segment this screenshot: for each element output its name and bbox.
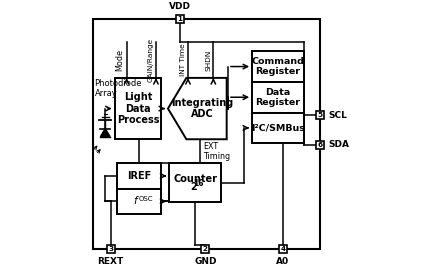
Bar xyxy=(279,245,287,253)
Text: 3: 3 xyxy=(108,246,113,252)
Polygon shape xyxy=(101,129,110,137)
Bar xyxy=(252,82,304,113)
Text: 16: 16 xyxy=(193,180,204,188)
Bar xyxy=(107,245,114,253)
Text: A0: A0 xyxy=(276,257,289,266)
Bar xyxy=(252,51,304,82)
Text: Light
Data
Process: Light Data Process xyxy=(117,92,159,125)
Text: SCL: SCL xyxy=(329,111,347,120)
Text: EXT
Timing: EXT Timing xyxy=(203,141,231,161)
Polygon shape xyxy=(168,78,227,139)
Bar xyxy=(316,141,324,149)
Text: REXT: REXT xyxy=(98,257,124,266)
Text: Photodiode
Array: Photodiode Array xyxy=(95,79,142,98)
Bar xyxy=(169,163,221,202)
Text: VDD: VDD xyxy=(169,2,191,11)
Text: 1: 1 xyxy=(178,16,182,22)
Text: OSC: OSC xyxy=(138,196,153,202)
Text: 5: 5 xyxy=(318,112,323,118)
Bar xyxy=(176,15,184,23)
Text: SHDN: SHDN xyxy=(205,49,211,70)
Text: GND: GND xyxy=(194,257,216,266)
Text: 2: 2 xyxy=(190,183,197,193)
Bar xyxy=(201,245,210,253)
Bar xyxy=(114,78,161,139)
Text: f: f xyxy=(133,196,137,206)
Text: Counter: Counter xyxy=(173,174,217,184)
Text: SDA: SDA xyxy=(329,140,349,149)
Bar xyxy=(117,189,161,214)
Text: Integrating
ADC: Integrating ADC xyxy=(171,98,233,119)
Bar xyxy=(93,19,320,249)
Text: 6: 6 xyxy=(318,141,323,148)
Text: INT Time: INT Time xyxy=(180,43,186,76)
Text: GAIN/Range: GAIN/Range xyxy=(148,38,154,82)
Text: 4: 4 xyxy=(280,246,285,252)
Text: 2: 2 xyxy=(203,246,208,252)
Text: I²C/SMBus: I²C/SMBus xyxy=(251,123,305,132)
Text: Mode: Mode xyxy=(115,49,124,71)
Text: IREF: IREF xyxy=(127,171,151,181)
Bar xyxy=(117,163,161,189)
Text: Command
Register: Command Register xyxy=(251,57,305,76)
Text: Data
Register: Data Register xyxy=(256,87,301,107)
Bar xyxy=(252,113,304,143)
Bar xyxy=(316,111,324,119)
